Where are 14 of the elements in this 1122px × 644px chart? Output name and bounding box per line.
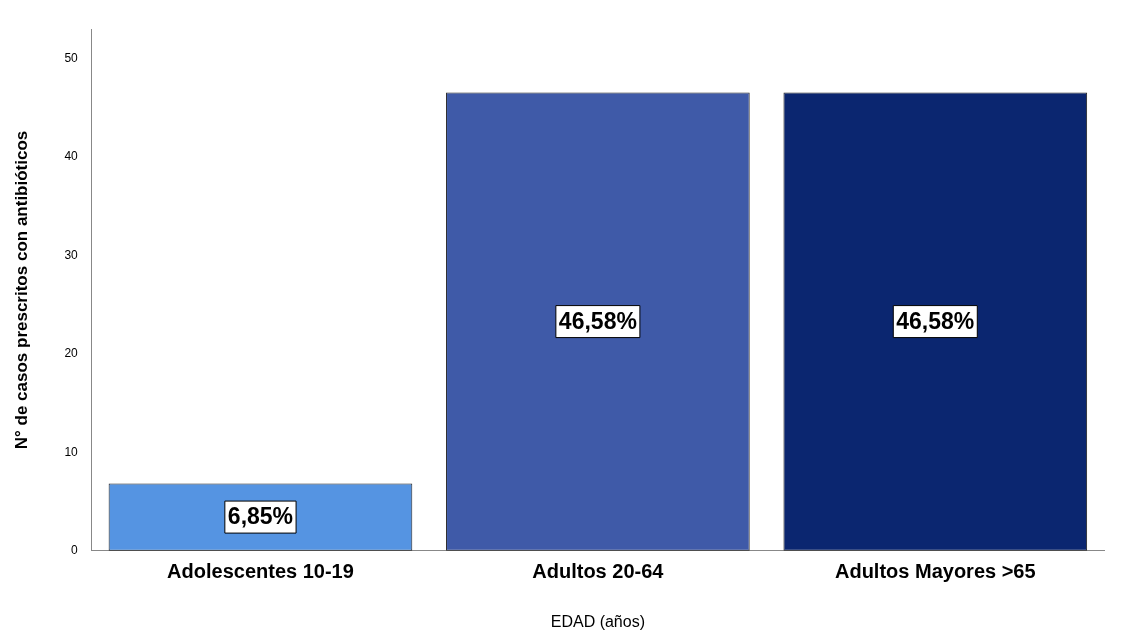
x-tick-label: Adultos Mayores >65 <box>834 560 1036 583</box>
y-tick-label: 30 <box>64 247 79 262</box>
y-tick-label: 40 <box>64 149 79 164</box>
data-label: 46,58% <box>558 307 637 334</box>
y-tick-label: 50 <box>64 51 79 66</box>
y-tick-label: 0 <box>71 543 79 558</box>
y-axis-title: N° de casos prescritos con antibióticos <box>11 130 31 450</box>
x-tick-label: Adolescentes 10-19 <box>167 560 354 583</box>
x-axis-title: EDAD (años) <box>550 612 645 630</box>
y-tick-label: 10 <box>64 444 79 459</box>
y-tick-label: 20 <box>64 346 79 361</box>
x-tick-label: Adultos 20-64 <box>532 560 665 583</box>
data-label: 46,58% <box>896 307 975 334</box>
data-label: 6,85% <box>227 503 294 530</box>
